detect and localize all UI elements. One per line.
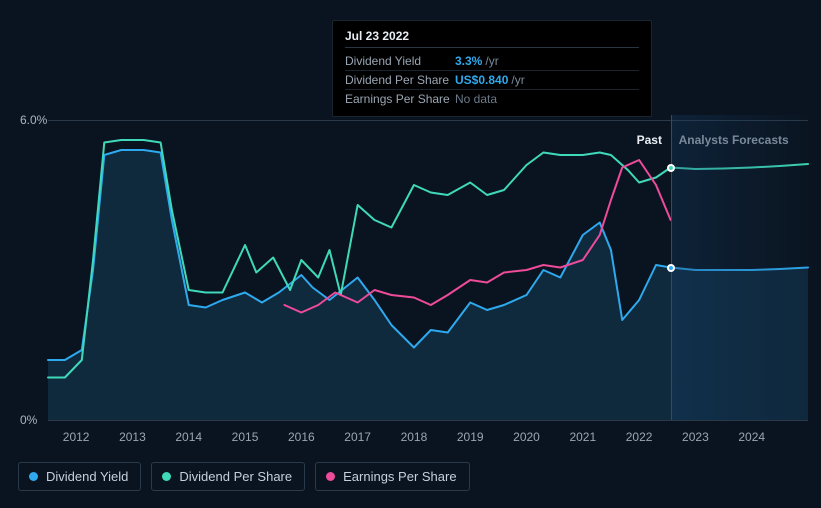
- legend-item-earnings_per_share[interactable]: Earnings Per Share: [315, 462, 469, 491]
- legend-item-dividend_per_share[interactable]: Dividend Per Share: [151, 462, 305, 491]
- chart-legend: Dividend Yield Dividend Per Share Earnings…: [18, 462, 470, 491]
- tooltip-row: Dividend Yield3.3%/yr: [345, 52, 639, 71]
- x-axis-label: 2015: [232, 430, 259, 444]
- chart-svg[interactable]: [48, 115, 808, 420]
- x-axis-label: 2022: [626, 430, 653, 444]
- tooltip-key: Dividend Per Share: [345, 73, 455, 87]
- x-axis-label: 2021: [569, 430, 596, 444]
- x-axis: 2012 2013 2014 2015 2016 2017 2018 2019 2020 2021…: [48, 430, 808, 450]
- chart-tooltip: Jul 23 2022 Dividend Yield3.3%/yrDividen…: [332, 20, 652, 117]
- x-axis-label: 2024: [738, 430, 765, 444]
- x-axis-label: 2016: [288, 430, 315, 444]
- x-axis-label: 2012: [63, 430, 90, 444]
- x-axis-label: 2013: [119, 430, 146, 444]
- legend-label: Dividend Per Share: [179, 469, 292, 484]
- x-axis-label: 2023: [682, 430, 709, 444]
- legend-dot-icon: [29, 472, 38, 481]
- series-marker-dividend_per_share: [667, 164, 675, 172]
- x-axis-label: 2019: [457, 430, 484, 444]
- y-axis-label: 6.0%: [20, 113, 47, 127]
- gridline: [48, 420, 808, 421]
- chart-plot-area: 6.0%0% Past Analysts Forecasts: [48, 115, 808, 420]
- series-marker-dividend_yield: [667, 264, 675, 272]
- tooltip-value: 3.3%/yr: [455, 54, 499, 68]
- past-label: Past: [637, 133, 662, 147]
- x-axis-label: 2014: [175, 430, 202, 444]
- tooltip-value: No data: [455, 92, 497, 106]
- forecast-label: Analysts Forecasts: [679, 133, 789, 147]
- legend-dot-icon: [162, 472, 171, 481]
- y-axis-label: 0%: [20, 413, 37, 427]
- x-axis-label: 2020: [513, 430, 540, 444]
- tooltip-row: Earnings Per ShareNo data: [345, 90, 639, 108]
- x-axis-label: 2017: [344, 430, 371, 444]
- gridline: [48, 120, 808, 121]
- legend-label: Dividend Yield: [46, 469, 128, 484]
- tooltip-row: Dividend Per ShareUS$0.840/yr: [345, 71, 639, 90]
- legend-dot-icon: [326, 472, 335, 481]
- legend-label: Earnings Per Share: [343, 469, 456, 484]
- tooltip-key: Earnings Per Share: [345, 92, 455, 106]
- legend-item-dividend_yield[interactable]: Dividend Yield: [18, 462, 141, 491]
- tooltip-key: Dividend Yield: [345, 54, 455, 68]
- tooltip-value: US$0.840/yr: [455, 73, 525, 87]
- tooltip-date: Jul 23 2022: [345, 29, 639, 48]
- x-axis-label: 2018: [401, 430, 428, 444]
